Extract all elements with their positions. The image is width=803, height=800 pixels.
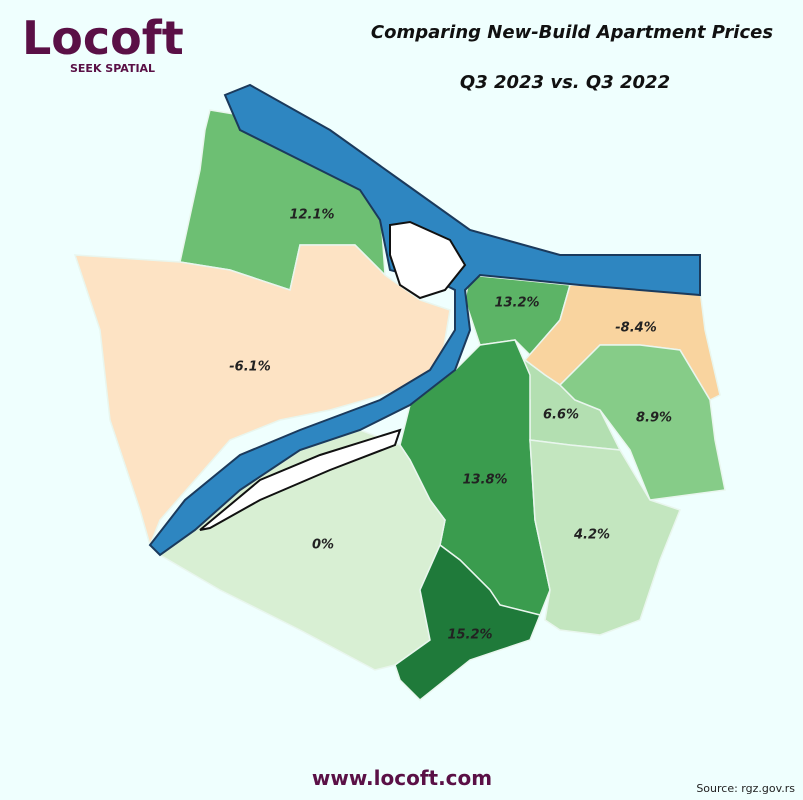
logo-name: Locoft <box>22 11 184 65</box>
region <box>558 344 726 501</box>
island <box>199 428 402 531</box>
region-label: -8.4% <box>615 321 656 336</box>
region-label: 8.9% <box>636 411 672 426</box>
regions <box>73 109 726 702</box>
region-label: 6.6% <box>543 408 579 423</box>
title: Comparing New-Build Apartment Prices <box>371 22 773 43</box>
region-label: 15.2% <box>447 628 492 643</box>
region-label: 13.2% <box>494 296 539 311</box>
region <box>394 543 542 702</box>
source: Source: rgz.gov.rs <box>696 782 795 795</box>
subtitle: Q3 2023 vs. Q3 2022 <box>460 72 670 93</box>
island <box>389 220 467 300</box>
region <box>529 439 681 636</box>
labels: 12.1% -6.1% 13.2% -8.4% 6.6% 8.9% 13.8% … <box>229 208 672 643</box>
region-label: 0% <box>312 538 334 553</box>
region-label: 13.8% <box>462 473 507 488</box>
region-label: -6.1% <box>229 360 270 375</box>
region-label: 4.2% <box>573 528 610 543</box>
logo-tagline: SEEK SPATIAL <box>70 62 155 75</box>
website[interactable]: www.locoft.com <box>312 766 492 790</box>
region-label: 12.1% <box>289 208 334 223</box>
